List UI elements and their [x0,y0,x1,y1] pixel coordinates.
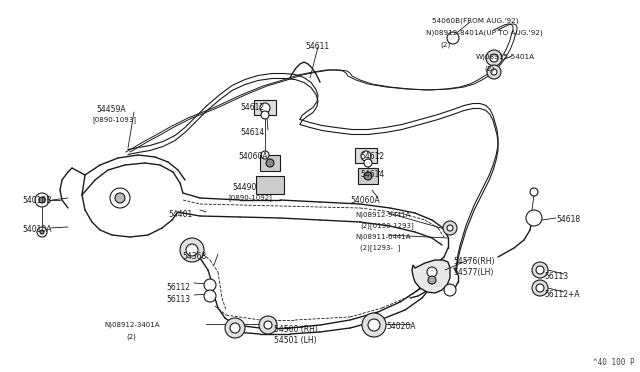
Circle shape [266,159,274,167]
Text: 54060B(FROM AUG.'92): 54060B(FROM AUG.'92) [432,18,518,25]
Circle shape [37,227,47,237]
Polygon shape [412,260,450,293]
Text: 54060A: 54060A [238,152,268,161]
Text: (2)[0190-1293]: (2)[0190-1293] [360,222,413,229]
Circle shape [362,313,386,337]
Text: 54614: 54614 [360,170,384,179]
Bar [355,148,377,163]
Circle shape [526,210,542,226]
Circle shape [40,230,44,234]
Text: 54010A: 54010A [22,225,51,234]
Circle shape [530,188,538,196]
Circle shape [180,238,204,262]
Circle shape [364,159,372,167]
Text: (2)[1293-  ]: (2)[1293- ] [360,244,400,251]
Text: (2): (2) [484,66,494,73]
Text: 54459A: 54459A [96,105,125,114]
Bar [254,100,276,115]
Circle shape [364,172,372,180]
Circle shape [536,266,544,274]
Circle shape [428,276,436,284]
Text: 56112: 56112 [166,283,190,292]
Circle shape [259,316,277,334]
Text: N)08911-6441A: N)08911-6441A [355,233,410,240]
Circle shape [490,54,498,62]
Text: 54060A: 54060A [350,196,380,205]
Circle shape [447,32,459,44]
Text: 54490: 54490 [232,183,257,192]
Circle shape [443,221,457,235]
Text: W)08915-5401A: W)08915-5401A [476,54,535,61]
Text: 54611: 54611 [305,42,329,51]
Text: 54612: 54612 [240,103,264,112]
Circle shape [532,262,548,278]
Text: 54612: 54612 [360,152,384,161]
Circle shape [39,197,45,203]
Text: 54010B: 54010B [22,196,51,205]
Circle shape [444,284,456,296]
Text: N)08912-8401A(UP TO AUG.'92): N)08912-8401A(UP TO AUG.'92) [426,30,543,36]
Circle shape [532,280,548,296]
Circle shape [536,284,544,292]
Text: 54368: 54368 [182,252,206,261]
Text: 56113: 56113 [544,272,568,281]
Circle shape [35,193,49,207]
Circle shape [491,69,497,75]
Text: [0890-1092]: [0890-1092] [228,194,272,201]
Circle shape [260,103,270,113]
Text: 54618: 54618 [556,215,580,224]
Circle shape [186,244,198,256]
Circle shape [486,50,502,66]
Circle shape [368,319,380,331]
Text: (2): (2) [440,42,451,48]
Circle shape [204,279,216,291]
Circle shape [447,225,453,231]
Bar [358,168,378,184]
Text: 54020A: 54020A [386,322,415,331]
Circle shape [361,151,371,161]
Circle shape [230,323,240,333]
Bar [256,176,284,194]
Text: 54576(RH): 54576(RH) [453,257,495,266]
Text: (2): (2) [126,333,136,340]
Text: 54614: 54614 [240,128,264,137]
Text: 54501 (LH): 54501 (LH) [274,336,317,345]
Text: 54577(LH): 54577(LH) [453,268,493,277]
Text: N)08912-9441A: N)08912-9441A [355,211,410,218]
Circle shape [264,321,272,329]
Circle shape [487,65,501,79]
Text: N)08912-3401A: N)08912-3401A [104,322,159,328]
Text: 56113: 56113 [166,295,190,304]
Circle shape [427,267,437,277]
Bar [260,155,280,171]
Text: 56112+A: 56112+A [544,290,580,299]
Circle shape [225,318,245,338]
Text: 54401: 54401 [168,210,192,219]
Circle shape [204,290,216,302]
Circle shape [261,111,269,119]
Text: [0890-1093]: [0890-1093] [92,116,136,123]
Circle shape [261,151,269,159]
Circle shape [115,193,125,203]
Circle shape [110,188,130,208]
Text: 54500 (RH): 54500 (RH) [274,325,318,334]
Text: ^40 100 P: ^40 100 P [593,358,635,367]
